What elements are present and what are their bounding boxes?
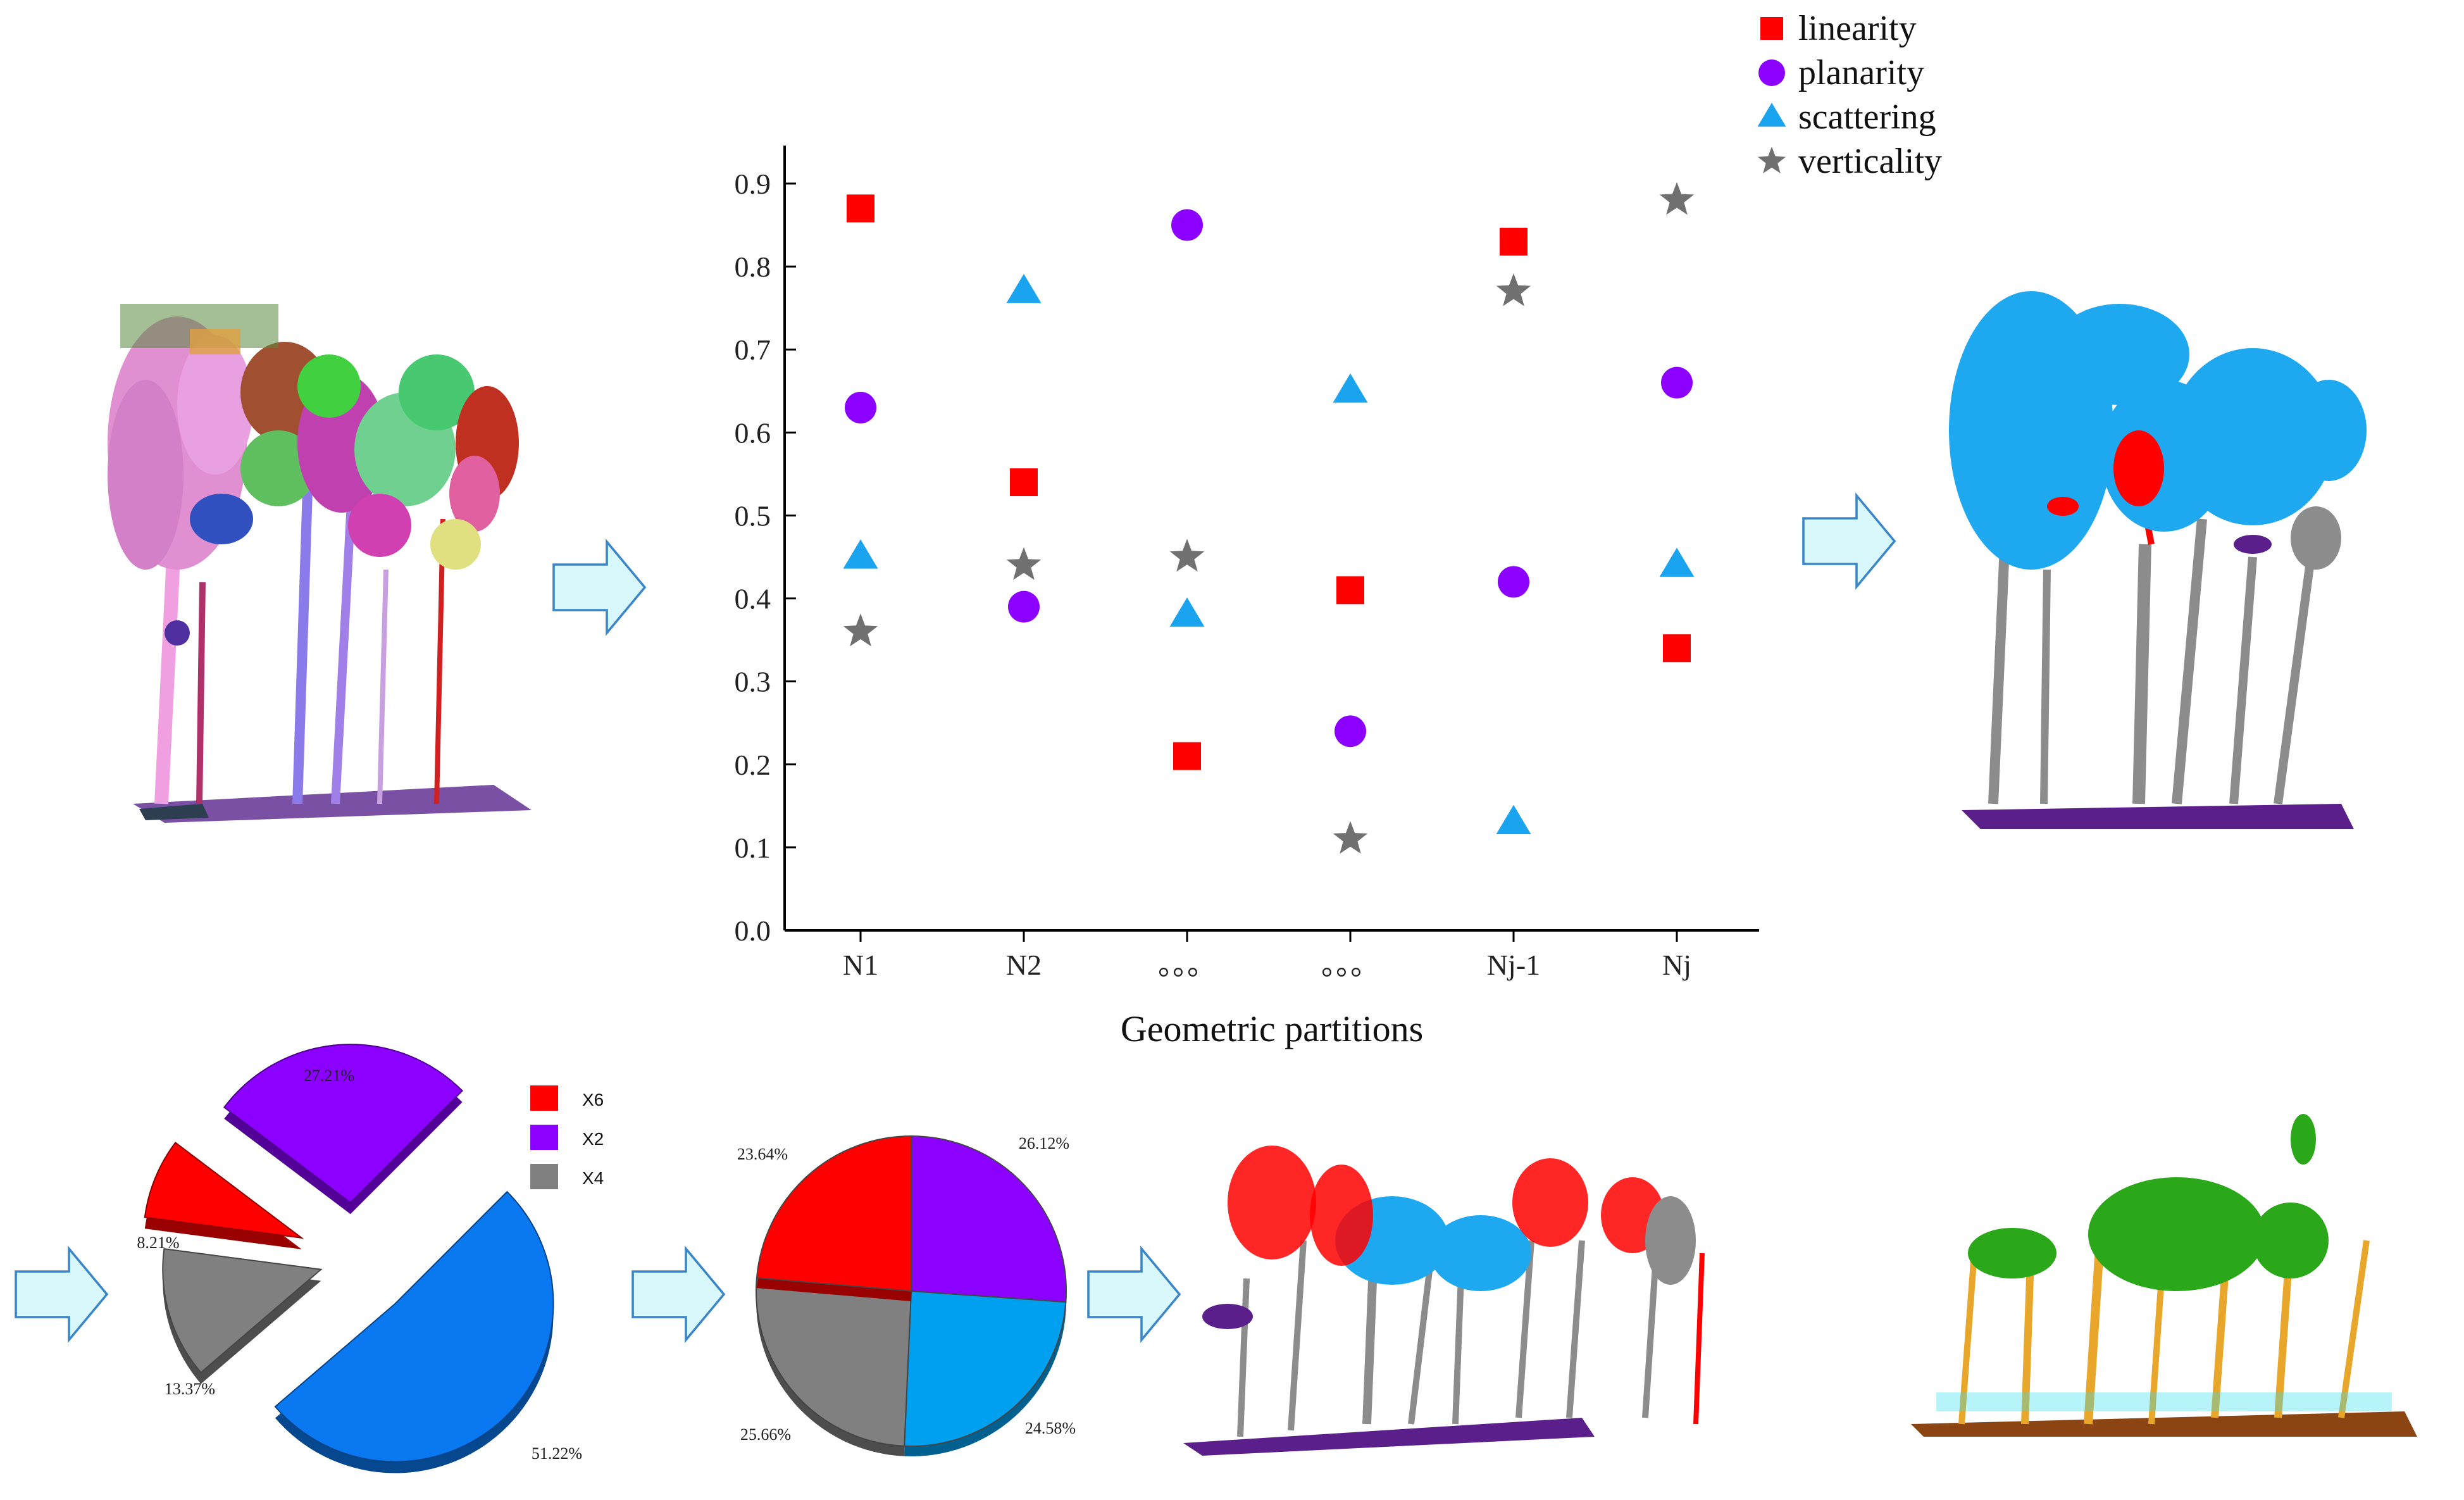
- scattering-point: [1169, 597, 1205, 627]
- verticality-point: [1496, 273, 1531, 306]
- verticality-point: [1006, 547, 1042, 580]
- legend-label-verticality: verticality: [1798, 142, 1942, 181]
- y-tick-label: 0.2: [735, 749, 771, 781]
- pie-slice-group: [162, 1247, 323, 1384]
- planarity-point: [845, 392, 876, 423]
- pie-slice: [756, 1135, 912, 1292]
- pie-slice: [144, 1141, 304, 1239]
- quarter-pie-chart: 26.12% 24.58% 25.66% 23.64%: [737, 1134, 1076, 1457]
- pie-slice-label: 8.21%: [137, 1234, 179, 1252]
- verticality-legend-marker: [1757, 146, 1786, 173]
- planarity-legend-marker: [1758, 59, 1785, 86]
- wood-leaf-cloud: [1911, 1114, 2417, 1437]
- planarity-point: [1008, 591, 1040, 623]
- scattering-point: [843, 539, 878, 569]
- pie-legend-label: X4: [582, 1168, 604, 1188]
- feature-scatter-chart: 0.0 0.1 0.2 0.3 0.4 0.5 0.6 0.7 0.8 0.9 N1 N2 。。。 。。…: [735, 9, 1943, 1049]
- scattering-point: [1496, 804, 1531, 835]
- y-tick-label: 0.0: [735, 915, 771, 947]
- pie-legend-label: X2: [582, 1129, 604, 1149]
- y-tick-label: 0.3: [735, 666, 771, 698]
- linearity-legend-marker: [1760, 17, 1783, 40]
- pie-slice-label: 26.12%: [1019, 1134, 1069, 1153]
- linearity-point: [1010, 468, 1038, 496]
- y-tick-label: 0.9: [735, 168, 771, 200]
- y-tick-label: 0.7: [735, 334, 771, 366]
- pie-slice-label: 13.37%: [165, 1380, 215, 1398]
- classified-point-cloud: [1949, 291, 2367, 829]
- arrow-to-quarter-pie: [632, 1247, 725, 1341]
- legend-label-linearity: linearity: [1798, 9, 1917, 48]
- y-tick-label: 0.4: [735, 583, 771, 615]
- linearity-point: [1500, 227, 1528, 256]
- arrow-to-pie: [15, 1247, 108, 1341]
- legend-label-scattering: scattering: [1798, 97, 1936, 137]
- pie-slice: [904, 1290, 1067, 1447]
- planarity-point: [1661, 366, 1693, 399]
- pie-slice-label: 27.21%: [304, 1066, 354, 1085]
- planarity-point: [1171, 209, 1203, 241]
- planarity-point: [1498, 566, 1529, 598]
- pie-slice: [223, 1044, 464, 1204]
- pie-slice-label: 24.58%: [1025, 1419, 1076, 1437]
- y-tick-label: 0.1: [735, 832, 771, 864]
- x-tick-label: N2: [1006, 949, 1042, 981]
- pie-legend-swatch: [530, 1125, 558, 1150]
- pie-slice-label: 23.64%: [737, 1145, 788, 1163]
- pie-slice: [274, 1191, 554, 1463]
- x-tick-label: 。。。: [1321, 949, 1379, 981]
- verticality-point: [1169, 539, 1205, 572]
- arrow-to-forest: [1087, 1247, 1181, 1341]
- pie-slice-label: 25.66%: [740, 1425, 791, 1444]
- scattering-point: [1006, 273, 1042, 303]
- classified-forest-cloud: [1183, 1146, 1705, 1456]
- planarity-point: [1335, 715, 1366, 747]
- pie-slice: [756, 1277, 912, 1447]
- linearity-point: [847, 194, 874, 223]
- y-tick-label: 0.5: [735, 499, 771, 532]
- pie-slice-label: 51.22%: [532, 1444, 582, 1463]
- pie-slice: [911, 1135, 1067, 1303]
- pie-slice-group: [223, 1044, 464, 1215]
- scattering-point: [1659, 547, 1695, 577]
- verticality-point: [843, 613, 878, 647]
- exploded-pie-chart: 51.22% 13.37% 8.21% 27.21% X6 X2 X4: [137, 1044, 604, 1473]
- pie-slice-group: [144, 1141, 304, 1249]
- segmented-point-cloud: [108, 304, 532, 823]
- pie-legend-swatch: [530, 1164, 558, 1189]
- linearity-point: [1173, 742, 1201, 770]
- linearity-point: [1663, 634, 1691, 663]
- pie-slice: [162, 1247, 323, 1373]
- verticality-point: [1659, 182, 1695, 215]
- scattering-point: [1333, 373, 1368, 403]
- pie-legend-swatch: [530, 1085, 558, 1111]
- y-tick-label: 0.8: [735, 251, 771, 283]
- x-axis-title: Geometric partitions: [1121, 1008, 1423, 1049]
- x-tick-label: Nj: [1662, 949, 1691, 981]
- pie-legend-label: X6: [582, 1090, 604, 1109]
- x-tick-label: Nj-1: [1487, 949, 1540, 981]
- scattering-legend-marker: [1757, 103, 1786, 127]
- x-tick-label: 。。。: [1158, 949, 1216, 981]
- verticality-point: [1333, 821, 1368, 854]
- arrow-to-classified: [1802, 494, 1896, 588]
- chart-legend: linearity planarity scattering verticality: [1757, 9, 1942, 181]
- linearity-point: [1336, 576, 1364, 604]
- pie-slice-group: [274, 1191, 554, 1473]
- y-tick-label: 0.6: [735, 416, 771, 449]
- x-tick-label: N1: [843, 949, 878, 981]
- legend-label-planarity: planarity: [1798, 53, 1924, 92]
- arrow-to-chart: [552, 541, 646, 634]
